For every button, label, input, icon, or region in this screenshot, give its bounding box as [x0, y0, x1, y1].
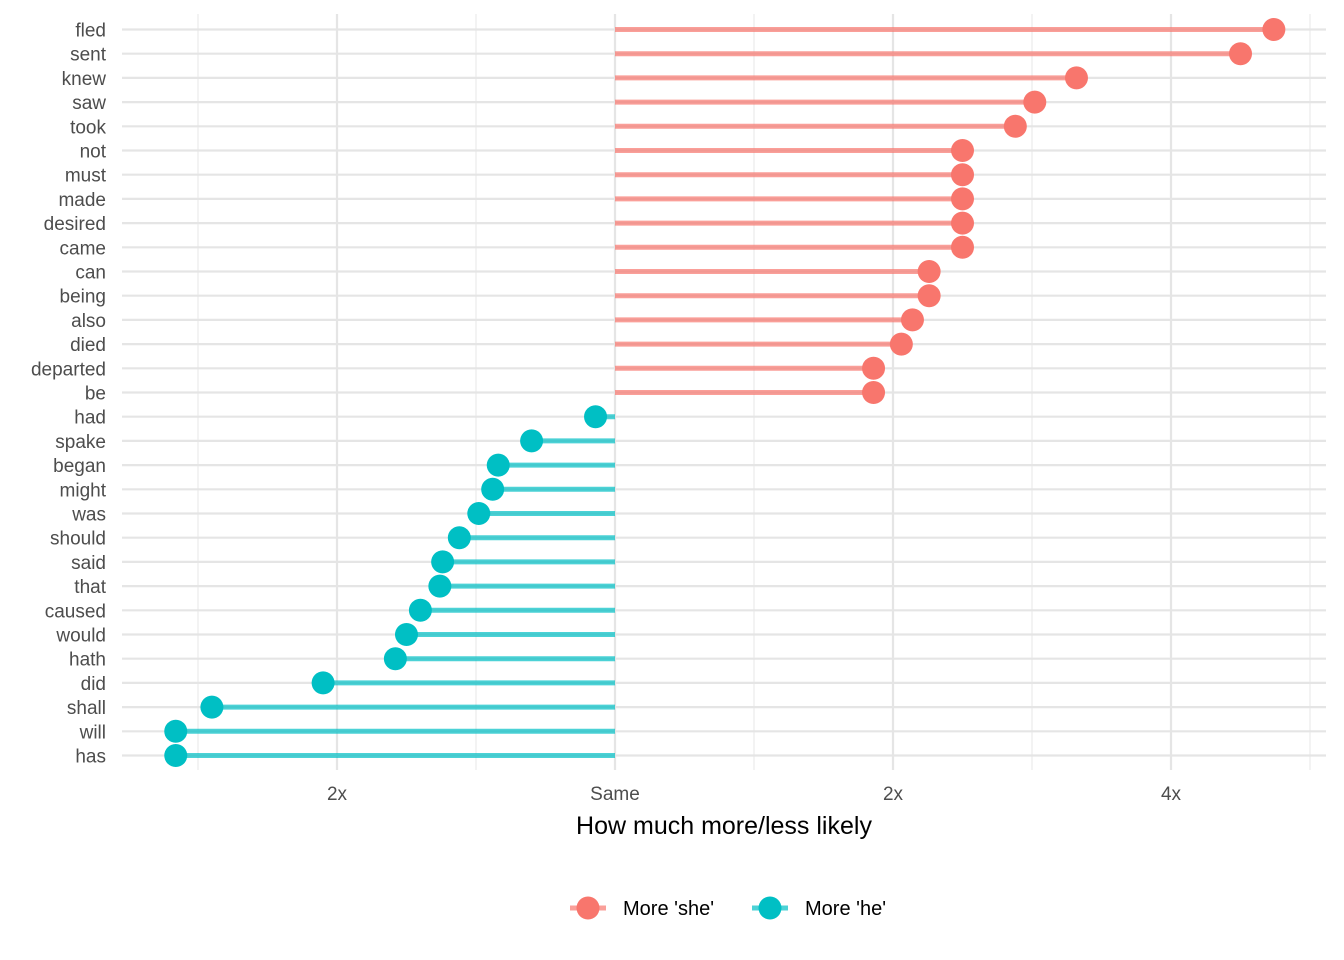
y-tick-desired: desired: [44, 214, 106, 235]
y-tick-departed: departed: [31, 359, 106, 380]
dot-desired: [951, 211, 974, 235]
dot-has: [164, 744, 188, 767]
dot-must: [951, 163, 974, 187]
y-tick-died: died: [70, 335, 106, 356]
dot-had: [584, 405, 608, 429]
y-tick-shall: shall: [67, 698, 106, 719]
dot-caused: [408, 598, 432, 622]
dot-will: [164, 719, 188, 743]
x-tick-1: Same: [590, 784, 640, 805]
y-tick-sent: sent: [70, 45, 107, 66]
dot-also: [900, 308, 924, 332]
dot-would: [395, 623, 418, 646]
x-axis-label: How much more/less likely: [576, 812, 872, 840]
y-tick-did: did: [81, 674, 106, 695]
dot-can: [917, 260, 941, 283]
dot-not: [951, 139, 974, 162]
dot-be: [862, 381, 886, 404]
y-tick-caused: caused: [45, 601, 106, 622]
x-tick-2: 2x: [883, 784, 904, 805]
legend-label-she: More 'she': [623, 898, 714, 920]
y-tick-not: not: [80, 142, 107, 163]
x-tick-3: 4x: [1161, 784, 1182, 805]
y-tick-fled: fled: [75, 21, 106, 42]
dot-spake: [520, 429, 544, 453]
y-tick-hath: hath: [69, 650, 106, 671]
y-tick-must: must: [65, 166, 107, 187]
dot-might: [481, 477, 505, 501]
y-tick-took: took: [70, 117, 106, 138]
dot-came: [951, 235, 974, 259]
lollipop-dots: [164, 18, 1286, 767]
y-tick-being: being: [60, 287, 107, 308]
dot-died: [889, 332, 913, 356]
dot-that: [428, 574, 452, 598]
y-tick-be: be: [85, 384, 106, 405]
y-tick-also: also: [71, 311, 106, 332]
x-tick-0: 2x: [327, 784, 348, 805]
legend-key-dot-he: [758, 896, 782, 920]
legend-key-dot-she: [576, 896, 600, 920]
y-tick-knew: knew: [62, 69, 107, 90]
dot-knew: [1064, 66, 1088, 90]
dot-fled: [1262, 18, 1286, 41]
y-tick-will: will: [79, 722, 106, 743]
dot-made: [951, 187, 974, 211]
y-tick-that: that: [74, 577, 106, 598]
y-tick-can: can: [75, 263, 106, 284]
y-tick-spake: spake: [55, 432, 106, 453]
y-tick-began: began: [53, 456, 106, 477]
legend: More 'she' More 'he': [570, 896, 886, 920]
dot-said: [431, 550, 455, 574]
dot-should: [447, 526, 471, 550]
dot-hath: [383, 647, 407, 671]
y-tick-might: might: [60, 480, 107, 501]
dot-sent: [1229, 42, 1252, 66]
y-tick-has: has: [75, 747, 106, 768]
dot-departed: [862, 356, 886, 380]
dot-shall: [200, 695, 224, 719]
y-tick-should: should: [50, 529, 106, 550]
y-tick-came: came: [60, 238, 106, 259]
y-tick-was: was: [71, 505, 106, 526]
legend-label-he: More 'he': [805, 898, 886, 920]
dot-did: [311, 671, 335, 695]
y-tick-would: would: [55, 626, 106, 647]
dot-being: [917, 284, 941, 308]
lollipop-stems: [175, 27, 1274, 758]
y-tick-made: made: [58, 190, 106, 211]
y-axis-tick-labels: fled sent knew saw took not must made desired cam…: [31, 21, 107, 768]
dot-took: [1003, 114, 1027, 138]
dot-was: [467, 502, 491, 525]
y-tick-saw: saw: [72, 93, 106, 114]
dot-began: [486, 453, 510, 477]
y-tick-had: had: [74, 408, 106, 429]
y-tick-said: said: [71, 553, 106, 574]
dot-saw: [1023, 90, 1047, 114]
x-axis-tick-labels: 2x Same 2x 4x: [327, 784, 1182, 805]
